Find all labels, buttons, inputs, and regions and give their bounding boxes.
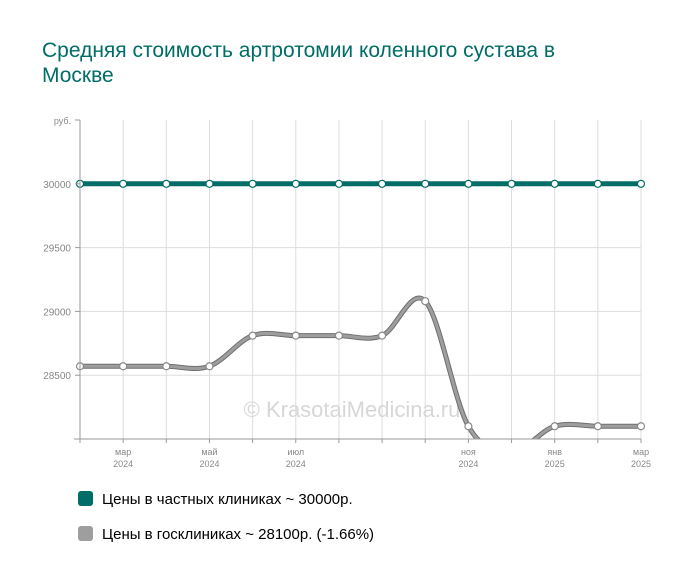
data-point-private (248, 179, 257, 188)
x-tick-label-month: июл (287, 447, 304, 457)
legend-label-private: Цены в частных клиниках ~ 30000р. (102, 491, 353, 508)
data-point-public (421, 297, 430, 306)
data-point-private (162, 179, 171, 188)
data-point-public (205, 362, 214, 371)
x-tick-label-month: ноя (461, 447, 476, 457)
legend-item-private: Цены в частных клиниках ~ 30000р. (78, 491, 353, 508)
data-point-public (377, 331, 387, 340)
x-tick-label-month: янв (547, 447, 562, 457)
x-tick-label-year: 2024 (113, 459, 133, 469)
data-point-private (421, 179, 430, 188)
data-point-public (119, 362, 128, 371)
data-point-public (593, 422, 602, 431)
grid-lines (79, 120, 642, 439)
y-tick-label: 29000 (43, 307, 71, 318)
x-tick-label-year: 2025 (631, 459, 651, 469)
data-point-private (464, 179, 473, 188)
x-tick-label-month: май (201, 447, 217, 457)
data-point-private (636, 179, 646, 188)
series-layer (75, 179, 646, 439)
x-tick-label-month: мар (633, 447, 649, 457)
data-point-private (377, 179, 387, 188)
x-tick-label-year: 2024 (286, 459, 306, 469)
legend-label-public: Цены в госклиниках ~ 28100р. (-1.66%) (102, 526, 375, 543)
x-tick-label-year: 2024 (458, 459, 478, 469)
data-point-public (291, 331, 300, 340)
data-point-public (636, 422, 646, 431)
data-point-public (550, 422, 559, 431)
legend-item-public: Цены в госклиниках ~ 28100р. (-1.66%) (78, 526, 374, 543)
chart-title: Средняя стоимость артротомии коленного с… (42, 39, 556, 87)
data-point-public (248, 331, 257, 340)
data-point-private (205, 179, 214, 188)
y-unit-label: руб. (54, 116, 71, 126)
x-tick-label-year: 2025 (545, 459, 565, 469)
x-tick-label-year: 2024 (199, 459, 219, 469)
y-tick-label: 30000 (43, 180, 71, 191)
x-tick-label-month: мар (115, 447, 131, 457)
y-tick-label: 28500 (43, 371, 71, 382)
data-point-private (291, 179, 300, 188)
y-tick-labels: 28500 29000 29500 30000 руб. (43, 116, 71, 382)
series-line-public (80, 296, 641, 439)
legend-swatch-public (78, 526, 93, 541)
watermark: © KrasotaiMedicina.ru (244, 397, 461, 422)
data-point-private (593, 179, 602, 188)
data-point-private (119, 179, 128, 188)
data-point-public (162, 362, 171, 371)
data-point-public (464, 422, 473, 431)
data-point-public (334, 331, 344, 340)
y-tick-label: 29500 (43, 244, 71, 255)
x-tick-labels: мар 2024 май 2024 июл 2024 ноя 2024 янв 2025 мар 20… (113, 447, 651, 469)
legend-swatch-private (78, 491, 93, 506)
data-point-private (334, 179, 344, 188)
axes (74, 119, 642, 443)
data-point-private (507, 179, 516, 188)
data-point-private (550, 179, 559, 188)
